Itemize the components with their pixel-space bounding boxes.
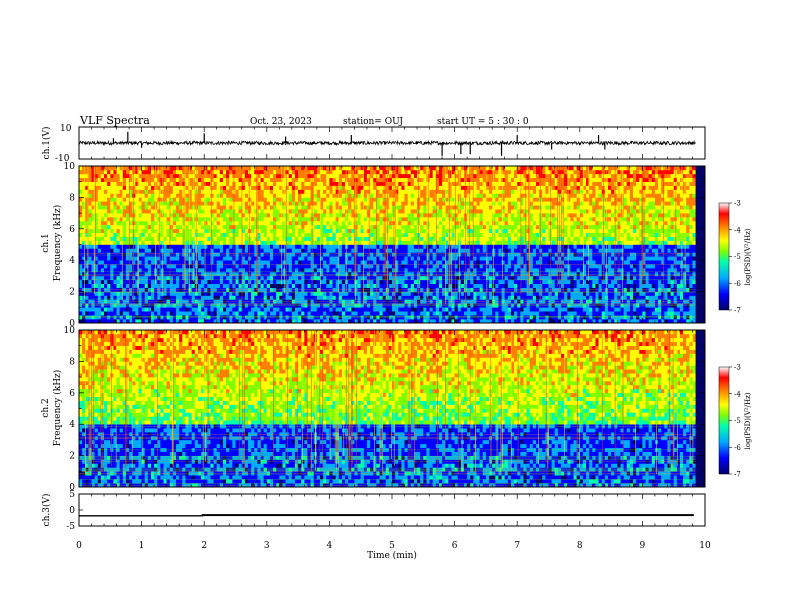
x-tick-label: 10	[699, 541, 711, 551]
ch2-colorbar-label: log(PSD)(V²/Hz)	[744, 392, 752, 449]
x-tick-label: 8	[577, 541, 583, 551]
colorbar-tick-label: -6	[734, 444, 741, 452]
ch3-ytick-label: 0	[69, 506, 75, 516]
colorbar-tick-label: -4	[734, 226, 741, 234]
colorbar-tick-label: -7	[734, 471, 741, 479]
x-axis-label: Time (min)	[367, 550, 417, 561]
ch2-ylabel-frequency: Frequency (kHz)	[52, 370, 63, 447]
ytick-label: 6	[69, 389, 75, 399]
ytick-label: 8	[69, 357, 75, 367]
ch3-ylabel: ch.3(V)	[41, 494, 52, 527]
waveform-ytick-top: 10	[60, 124, 72, 134]
ch3-ytick-label: -5	[66, 522, 75, 532]
colorbar-tick-label: -5	[734, 253, 741, 261]
ch2-colorbar-ticks: -3 -4 -5 -6 -7	[729, 364, 741, 479]
ch2-ylabel: ch.2	[41, 398, 51, 417]
figure-title: VLF Spectra	[79, 114, 150, 127]
colorbar-tick-label: -5	[734, 417, 741, 425]
x-tick-label: 2	[201, 541, 207, 551]
colorbar-tick-label: -4	[734, 390, 741, 398]
station-label: station= OUJ	[343, 117, 403, 127]
ytick-label: 4	[69, 256, 75, 266]
ytick-label: 10	[64, 162, 76, 172]
x-tick-label: 4	[327, 541, 333, 551]
colorbar-tick-label: -6	[734, 280, 741, 288]
ch3-thick-segment	[202, 514, 693, 516]
x-tick-label: 0	[76, 541, 82, 551]
colorbar-tick-label: -3	[734, 200, 741, 208]
x-tick-label: 3	[264, 541, 270, 551]
waveform-panel: 10 -10 ch.1(V)	[41, 124, 705, 164]
x-tick-label: 1	[139, 541, 145, 551]
x-tick-label: 5	[389, 541, 395, 551]
ytick-label: 8	[69, 193, 75, 203]
ch1-ylabel: ch.1	[41, 233, 51, 252]
start-time-label: start UT = 5 : 30 : 0	[437, 117, 529, 127]
date-label: Oct. 23, 2023	[250, 117, 312, 127]
ch1-colorbar-ticks: -3 -4 -5 -6 -7	[729, 200, 741, 315]
x-tick-label: 9	[640, 541, 646, 551]
colorbar-tick-label: -7	[734, 307, 741, 315]
ytick-label: 10	[64, 326, 76, 336]
ch2-colorbar	[719, 367, 729, 474]
waveform-line	[79, 141, 696, 145]
ch1-colorbar-label: log(PSD)(V²/Hz)	[744, 228, 752, 285]
ytick-label: 2	[69, 452, 75, 462]
ch3-ytick-label: 5	[69, 490, 75, 500]
ytick-label: 6	[69, 225, 75, 235]
ch1-colorbar	[719, 203, 729, 310]
ch1-spectrogram-image	[79, 166, 705, 323]
x-tick-label: 6	[452, 541, 458, 551]
colorbar-tick-label: -3	[734, 364, 741, 372]
waveform-ylabel: ch.1(V)	[41, 127, 52, 160]
ytick-label: 2	[69, 288, 75, 298]
ytick-label: 4	[69, 420, 75, 430]
ch1-ylabel-frequency: Frequency (kHz)	[52, 205, 63, 282]
x-tick-label: 7	[514, 541, 520, 551]
ch2-spectrogram-image	[79, 330, 705, 487]
